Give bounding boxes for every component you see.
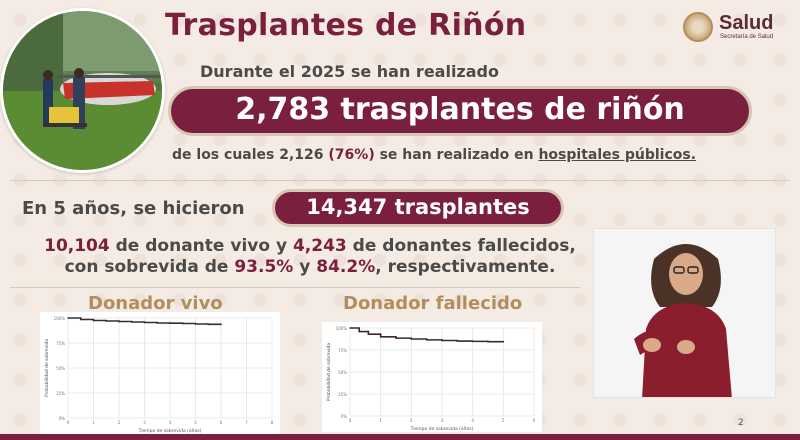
survival-curve-1-0 [350, 327, 505, 343]
data-point [410, 338, 413, 340]
section-divider [10, 180, 790, 181]
data-point [118, 320, 120, 323]
data-point [367, 333, 370, 335]
detail-t2: de donantes fallecidos, [352, 236, 576, 256]
public-pct: (76%) [328, 147, 375, 163]
helicopter-illustration [3, 11, 162, 170]
y-tick-label: 0% [59, 416, 66, 421]
chart-title-living: Donador vivo [88, 293, 223, 314]
data-point [502, 341, 505, 343]
logo-name: Salud [719, 12, 774, 34]
x-tick-label: 0 [349, 418, 352, 423]
data-point [143, 321, 146, 324]
public-hospitals-text: de los cuales 2,126 (76%) se han realiza… [172, 147, 696, 163]
public-count: 2,126 [279, 147, 324, 163]
page-number: 2 [738, 418, 744, 428]
data-point [182, 322, 184, 325]
x-tick-label: 3 [143, 420, 146, 425]
helicopter-photo [0, 8, 165, 173]
x-tick-label: 1 [92, 420, 95, 425]
data-point [441, 339, 443, 342]
x-tick-label: 5 [194, 420, 197, 425]
seal-icon [683, 12, 713, 42]
data-point [169, 322, 171, 324]
chart-background [322, 322, 542, 432]
interpreter-figure [594, 229, 775, 397]
data-point [395, 337, 397, 339]
y-tick-label: 25% [338, 392, 347, 397]
x-tick-label: 7 [245, 420, 248, 425]
salud-logo: Salud Secretaría de Salud [683, 12, 793, 44]
detail-t4: y [299, 257, 311, 277]
data-point [358, 330, 360, 333]
data-point [456, 340, 459, 342]
data-point [207, 323, 209, 325]
data-point [379, 336, 382, 338]
deceased-count: 4,243 [292, 236, 347, 256]
public-middle: se han realizado en [379, 147, 534, 163]
y-tick-label: 75% [338, 348, 347, 353]
bottom-bar [0, 434, 800, 440]
x-axis-label: Tiempo de sobrevida (años) [410, 426, 474, 432]
x-tick-label: 6 [533, 418, 536, 423]
logo-subtitle: Secretaría de Salud [720, 34, 774, 40]
charts-divider [10, 287, 580, 288]
data-point [487, 340, 489, 343]
public-place: hospitales públicos. [538, 147, 697, 163]
data-point [67, 317, 69, 319]
x-tick-label: 2 [118, 420, 121, 425]
x-tick-label: 5 [502, 418, 505, 423]
data-point [471, 340, 474, 343]
y-tick-label: 0% [341, 414, 348, 419]
five-years-pill: 14,347 trasplantes [272, 189, 564, 227]
detail-t5: , respectivamente. [375, 257, 556, 277]
x-tick-label: 3 [441, 418, 444, 423]
survival-chart-deceased: 0% 25% 50% 75% 100% 0 1 2 3 4 5 6 Tiempo de sobrevid… [322, 322, 542, 432]
data-point [220, 323, 222, 326]
living-survival: 93.5% [234, 257, 294, 277]
donor-detail-text: 10,104 de donante vivo y 4,243 de donant… [30, 236, 590, 278]
sign-language-interpreter-video [593, 228, 776, 398]
x-tick-label: 0 [67, 420, 70, 425]
y-tick-label: 100% [54, 316, 66, 321]
x-tick-label: 6 [220, 420, 223, 425]
deceased-survival: 84.2% [316, 257, 376, 277]
data-point [194, 323, 197, 325]
intro-text: Durante el 2025 se han realizado [200, 62, 499, 81]
data-point [425, 339, 428, 341]
x-tick-label: 2 [410, 418, 413, 423]
x-axis-label: Tiempo de sobrevida (años) [138, 428, 202, 434]
total-transplants-pill: 2,783 trasplantes de riñón [168, 86, 752, 136]
x-tick-label: 1 [379, 418, 382, 423]
x-tick-label: 8 [271, 420, 274, 425]
x-tick-label: 4 [169, 420, 172, 425]
chart-title-deceased: Donador fallecido [343, 293, 523, 314]
x-tick-label: 4 [471, 418, 474, 423]
y-tick-label: 75% [56, 341, 65, 346]
y-tick-label: 100% [336, 326, 348, 331]
y-axis-label: Probabilidad de sobrevida [44, 339, 50, 398]
chart-background [40, 312, 280, 434]
survival-chart-living: 0% 25% 50% 75% 100% 0 1 2 3 4 5 6 7 8 Tiempo de sobrev… [40, 312, 280, 434]
data-point [105, 320, 107, 322]
data-point [349, 327, 351, 329]
living-count: 10,104 [44, 236, 110, 256]
public-prefix: de los cuales [172, 147, 275, 163]
data-point [156, 322, 158, 324]
detail-t1: de donante vivo y [115, 236, 288, 256]
data-point [131, 321, 133, 323]
y-axis-label: Probabilidad de sobrevida [326, 343, 332, 402]
y-tick-label: 50% [56, 366, 65, 371]
y-tick-label: 25% [56, 391, 65, 396]
five-years-label: En 5 años, se hicieron [22, 198, 245, 219]
y-tick-label: 50% [338, 370, 347, 375]
data-point [80, 318, 82, 321]
data-point [92, 319, 95, 322]
page-title: Trasplantes de Riñón [165, 8, 527, 43]
detail-t3: con sobrevida de [64, 257, 229, 277]
